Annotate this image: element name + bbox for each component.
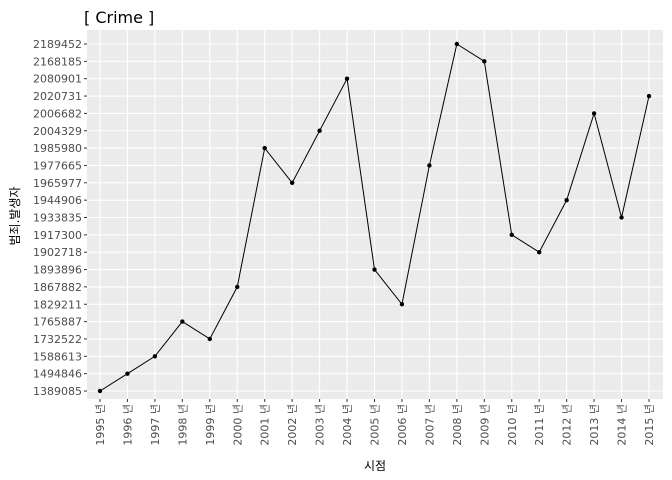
y-tick-label: 1944906	[33, 194, 82, 207]
x-tick-label: 2011 년	[533, 404, 546, 446]
y-tick-label: 2020731	[33, 90, 82, 103]
y-tick-label: 2080901	[33, 73, 82, 86]
y-tick-label: 1933835	[33, 212, 82, 225]
x-tick-label: 2001 년	[259, 404, 272, 446]
y-tick-label: 1389085	[33, 385, 82, 398]
data-point	[454, 41, 460, 47]
x-tick-label: 1998 년	[176, 404, 189, 446]
data-point	[289, 180, 295, 185]
y-tick-label: 2004329	[33, 125, 82, 138]
x-tick-label: 2005 년	[369, 404, 382, 446]
x-tick-label: 2008 년	[451, 404, 464, 446]
y-tick-label: 2006682	[33, 107, 82, 120]
x-tick-label: 2015 년	[643, 404, 656, 446]
y-tick-label: 1893896	[33, 264, 82, 277]
grid-lines	[87, 30, 663, 399]
y-tick-label: 1765887	[33, 316, 82, 329]
data-point	[97, 388, 103, 394]
x-tick-label: 1999 년	[204, 404, 217, 446]
y-tick-label: 1965977	[33, 177, 82, 190]
x-tick-label: 2009 년	[478, 404, 491, 446]
series-crime	[97, 41, 652, 394]
data-point	[235, 284, 240, 290]
x-tick-label: 2003 년	[314, 404, 327, 446]
data-point	[262, 145, 267, 151]
data-point	[207, 336, 212, 342]
y-tick-label: 1917300	[33, 229, 82, 242]
data-point	[427, 163, 432, 168]
x-tick-label: 2010 년	[506, 404, 519, 446]
x-tick-label: 1995 년	[94, 404, 107, 446]
data-point	[591, 111, 597, 116]
y-tick-label: 1867882	[33, 281, 82, 294]
x-axis-ticks: 1995 년 1996 년 1997 년 1998 년 1999 년 2000 년 2001…	[94, 399, 656, 446]
x-axis-title: 시점	[364, 459, 386, 473]
y-tick-label: 2189452	[33, 38, 82, 51]
y-tick-label: 1902718	[33, 246, 82, 259]
data-point	[399, 302, 405, 307]
data-point	[537, 250, 542, 255]
data-point	[482, 59, 487, 64]
y-tick-label: 1732522	[33, 333, 82, 346]
y-tick-label: 1977665	[33, 159, 82, 172]
data-point	[509, 232, 514, 238]
y-tick-label: 1829211	[33, 298, 82, 311]
x-tick-label: 2007 년	[423, 404, 436, 446]
x-tick-label: 2004 년	[341, 404, 354, 446]
data-point	[317, 128, 322, 133]
chart-title: [ Crime ]	[84, 8, 154, 27]
data-point	[152, 354, 158, 359]
x-tick-label: 1997 년	[149, 404, 162, 446]
x-tick-label: 1996 년	[121, 404, 134, 446]
data-point	[344, 76, 350, 81]
data-point	[180, 319, 185, 324]
y-axis-title: 범죄.발생자	[8, 186, 22, 245]
data-point	[564, 197, 569, 203]
y-tick-label: 2168185	[33, 55, 82, 68]
x-tick-label: 2002 년	[286, 404, 299, 446]
x-tick-label: 2014 년	[616, 404, 629, 446]
y-tick-label: 1985980	[33, 142, 82, 155]
y-axis-ticks: 1389085 1494846 1588613 1732522 1765887 18292…	[33, 38, 87, 398]
data-point	[372, 267, 377, 272]
data-point	[125, 371, 130, 376]
x-tick-label: 2006 년	[396, 404, 409, 446]
data-point	[619, 215, 624, 220]
x-tick-label: 2013 년	[588, 404, 601, 446]
y-tick-label: 1494846	[33, 368, 82, 381]
y-tick-label: 1588613	[33, 350, 82, 363]
x-tick-label: 2000 년	[231, 404, 244, 446]
data-point	[646, 93, 652, 99]
x-tick-label: 2012 년	[561, 404, 574, 446]
